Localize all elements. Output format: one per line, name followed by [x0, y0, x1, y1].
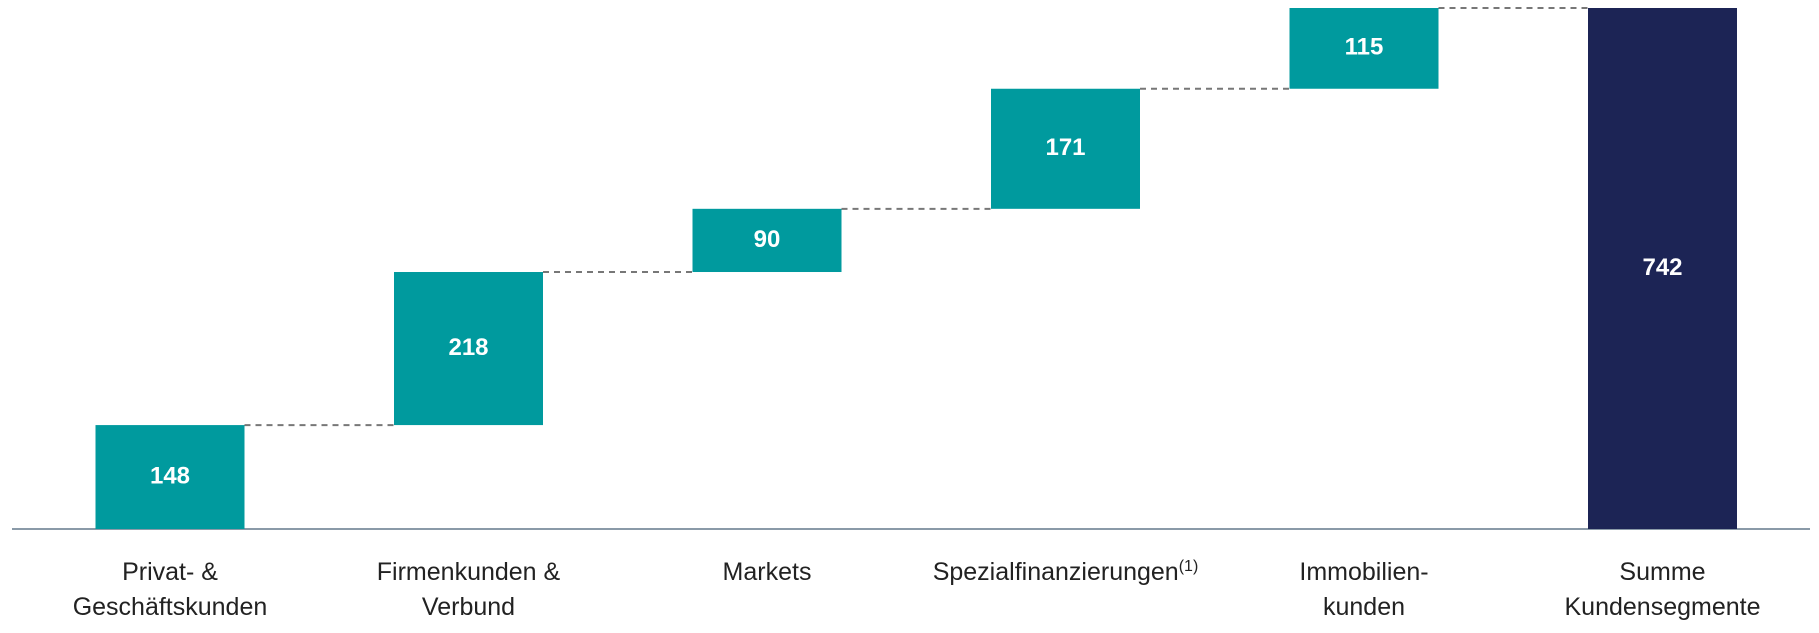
bar [1289, 8, 1439, 89]
value-label: 115 [1345, 34, 1384, 61]
bar [991, 88, 1140, 209]
x-tick-label-line: Markets [723, 558, 812, 586]
x-tick-label: Markets [723, 558, 812, 586]
x-tick-label-line: Spezialfinanzierungen [933, 558, 1179, 586]
x-tick-label-line: Kundensegmente [1565, 593, 1761, 621]
x-tick-label: Immobilien-kunden [1299, 558, 1428, 621]
x-tick-label-line: Summe [1619, 558, 1705, 586]
bar [692, 208, 842, 273]
bar [95, 425, 245, 529]
x-tick-label-line: Geschäftskunden [73, 593, 268, 621]
x-tick-label-line: Privat- & [122, 558, 218, 586]
x-tick-label: Firmenkunden & Verbund [377, 558, 561, 621]
x-tick-label: Privat- & Geschäftskunden [73, 558, 268, 621]
x-tick-label-line: Immobilien- [1299, 558, 1428, 586]
x-tick-label: Summe Kundensegmente [1565, 558, 1761, 621]
value-label: 218 [448, 334, 488, 361]
x-tick-label-line: Verbund [422, 593, 515, 621]
footnote-mark: (1) [1179, 558, 1199, 575]
value-label: 148 [150, 462, 190, 489]
x-tick-label-line: Firmenkunden & [377, 558, 561, 586]
x-tick-label: Spezialfinanzierungen(1) [933, 558, 1199, 586]
value-label: 90 [754, 226, 781, 253]
bar [1588, 8, 1737, 529]
value-label: 742 [1642, 254, 1682, 281]
bar [394, 272, 543, 426]
x-tick-label-line: kunden [1323, 593, 1405, 621]
value-label: 171 [1045, 134, 1085, 161]
